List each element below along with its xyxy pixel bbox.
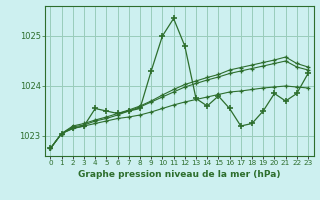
X-axis label: Graphe pression niveau de la mer (hPa): Graphe pression niveau de la mer (hPa) xyxy=(78,170,280,179)
